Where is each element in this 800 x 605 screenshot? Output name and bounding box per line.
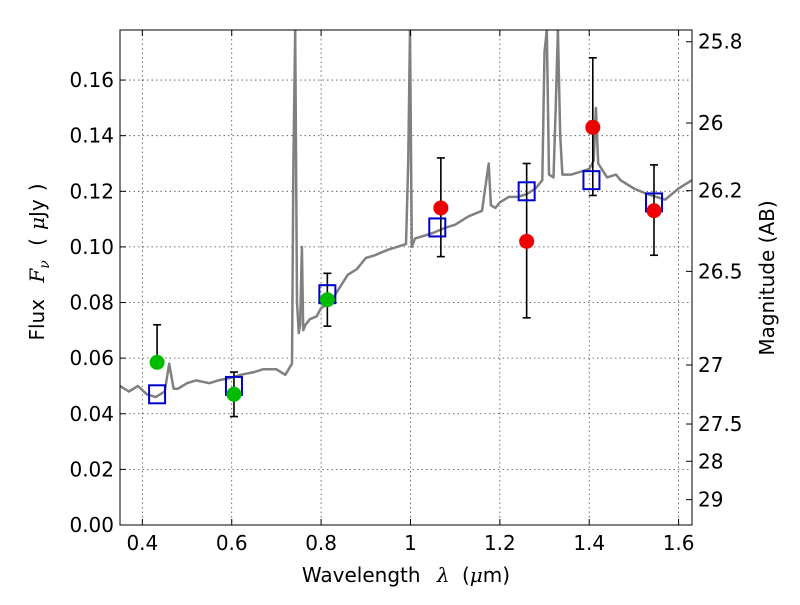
y-axis-title-prefix: Flux: [25, 299, 49, 341]
x-tick-label: 0.8: [305, 531, 337, 555]
x-axis-title-unit-open: (: [462, 563, 470, 587]
spectrum-line: [120, 30, 692, 399]
x-tick-label: 1: [404, 531, 417, 555]
optical-data-point: [319, 292, 335, 308]
x-axis-title: Wavelength λ (μm): [302, 563, 510, 587]
model-photometry-point: [517, 181, 536, 202]
y-tick-label: 0.10: [69, 235, 114, 259]
y-tick-label: 0.08: [69, 291, 114, 315]
y-axis-title-unit-open: (: [25, 238, 49, 246]
nearir-data-point: [519, 233, 535, 249]
y2-tick-label: 29: [698, 488, 723, 512]
y-axis-title-unit-rest: Jy: [25, 199, 49, 219]
y-tick-label: 0.00: [69, 513, 114, 537]
y-axis-title-unit-close: ): [25, 183, 49, 191]
y-tick-label: 0.04: [69, 402, 114, 426]
y2-tick-label: 26: [698, 111, 723, 135]
y2-tick-label: 28: [698, 449, 723, 473]
x-tick-label: 1.6: [663, 531, 695, 555]
spectrum-layer: [120, 30, 692, 399]
grid-layer: [120, 30, 692, 525]
y2-axis-title: Magnitude (AB): [755, 200, 779, 355]
model-photometry-point: [148, 384, 167, 405]
y-tick-label: 0.14: [69, 124, 114, 148]
y-tick-label: 0.12: [69, 179, 114, 203]
y2-tick-label: 27.5: [698, 412, 743, 436]
y2-tick-label: 26.5: [698, 259, 743, 283]
y-axis-title-symbol: F: [25, 268, 49, 284]
x-axis-title-unit-rest: m): [483, 563, 510, 587]
y-tick-label: 0.02: [69, 457, 114, 481]
optical-data-point: [226, 386, 242, 402]
labels-layer: 0.4 0.6 0.8 1 1.2 1.4 1.6 0.00 0.02 0.04 0.06 0.08 0…: [69, 30, 742, 555]
y-tick-label: 0.16: [69, 68, 114, 92]
x-axis-title-unit-mu: μ: [470, 563, 483, 587]
x-tick-label: 1.4: [573, 531, 605, 555]
y-axis-title-subscript: ν: [37, 260, 53, 269]
y-axis-title-unit-mu: μ: [25, 217, 49, 230]
ticks-layer: [120, 30, 692, 526]
x-axis-title-symbol: λ: [436, 563, 450, 587]
x-tick-label: 0.4: [126, 531, 158, 555]
model-photometry-point: [428, 217, 447, 238]
y-axis-title: Flux Fν ( μJy): [25, 183, 54, 340]
nearir-data-point: [646, 203, 662, 219]
y2-tick-label: 25.8: [698, 30, 743, 54]
x-axis-title-prefix: Wavelength: [302, 563, 421, 587]
nearir-data-point: [585, 119, 601, 135]
plot-frame: [119, 29, 693, 526]
y2-tick-label: 26.2: [698, 179, 743, 203]
model-photometry-point: [582, 170, 601, 191]
y2-tick-label: 27: [698, 353, 723, 377]
nearir-data-point: [433, 200, 449, 216]
x-tick-label: 1.2: [484, 531, 516, 555]
y-tick-label: 0.06: [69, 346, 114, 370]
optical-data-point: [149, 354, 165, 370]
x-tick-label: 0.6: [216, 531, 248, 555]
marker-layer: [148, 57, 664, 418]
